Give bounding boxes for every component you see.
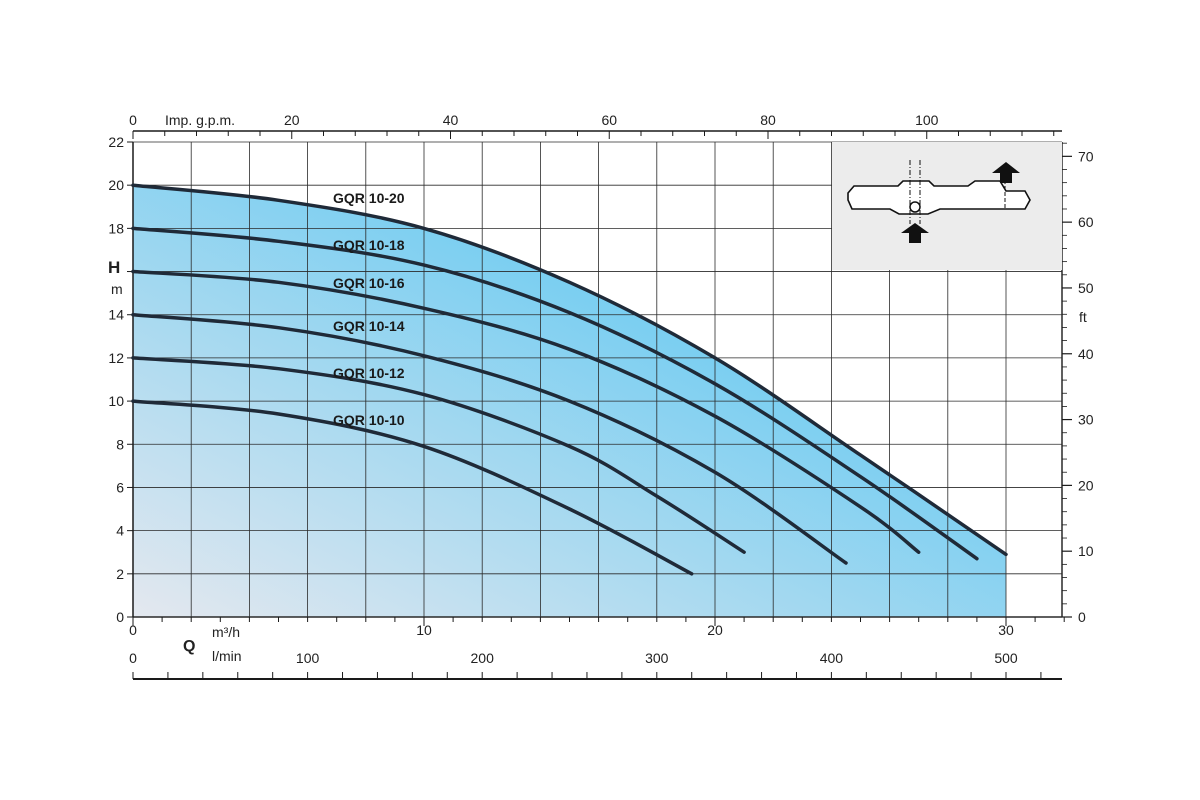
y-tick-label: 6	[116, 479, 124, 495]
lmin-tick-label: 400	[820, 650, 844, 666]
outlet-arrow-icon	[992, 162, 1020, 183]
m3h-tick-label: 10	[416, 622, 432, 638]
y-tick-label: 2	[116, 566, 124, 582]
curves	[131, 183, 1008, 576]
m3h-tick-label: 0	[129, 622, 137, 638]
curve-label: GQR 10-12	[333, 365, 405, 381]
y-tick-label: 8	[116, 436, 124, 452]
ft-tick-label: 10	[1078, 543, 1094, 559]
impeller-outline-icon	[847, 180, 1031, 215]
curve-labels: GQR 10-20 GQR 10-18 GQR 10-16 GQR 10-14 GQR …	[333, 190, 405, 428]
lmin-tick-label: 200	[471, 650, 495, 666]
inlet-arrow-icon	[901, 223, 929, 243]
bottom-axes: Q m³/h l/min	[133, 624, 1062, 680]
pump-impeller-inset	[832, 142, 1062, 270]
left-axis-title: H m	[108, 258, 123, 297]
y-tick-label: 14	[108, 307, 124, 323]
q-axis-symbol: Q	[183, 638, 195, 655]
y-tick-label: 10	[108, 393, 124, 409]
gpm-tick-label: 20	[284, 112, 300, 128]
curve-label: GQR 10-18	[333, 237, 405, 253]
y-tick-label: 18	[108, 220, 124, 236]
y-tick-label: 22	[108, 134, 124, 150]
top-axis-unit-label: Imp. g.p.m.	[165, 112, 235, 128]
lmin-tick-label: 300	[645, 650, 669, 666]
head-axis-symbol: H	[108, 258, 120, 277]
gpm-tick-label: 0	[129, 112, 137, 128]
ft-tick-label: 40	[1078, 346, 1094, 362]
head-axis-unit: m	[111, 281, 123, 297]
curve-gqr-10-14	[131, 312, 848, 565]
right-axis-unit: ft	[1079, 309, 1087, 325]
m3h-unit-label: m³/h	[212, 624, 240, 640]
gpm-tick-label: 60	[601, 112, 617, 128]
ft-tick-label: 50	[1078, 280, 1094, 296]
curve-label: GQR 10-10	[333, 412, 405, 428]
ft-tick-label: 60	[1078, 214, 1094, 230]
y-tick-label: 4	[116, 523, 124, 539]
ft-tick-label: 70	[1078, 148, 1094, 164]
m3h-tick-label: 20	[707, 622, 723, 638]
curve-gqr-10-12	[131, 356, 746, 554]
ft-tick-label: 30	[1078, 412, 1094, 428]
curve-label: GQR 10-14	[333, 318, 405, 334]
curve-gqr-10-20	[131, 183, 1008, 557]
gpm-tick-label: 80	[760, 112, 776, 128]
ft-tick-label: 0	[1078, 609, 1086, 625]
gpm-tick-label: 40	[443, 112, 459, 128]
gpm-tick-label: 100	[915, 112, 939, 128]
lmin-tick-label: 500	[994, 650, 1018, 666]
curve-label: GQR 10-20	[333, 190, 405, 206]
lmin-unit-label: l/min	[212, 648, 242, 664]
lmin-tick-label: 100	[296, 650, 320, 666]
curve-gqr-10-18	[131, 226, 979, 561]
lmin-tick-label: 0	[129, 650, 137, 666]
y-tick-label: 12	[108, 350, 124, 366]
top-axis-imp-gpm: Imp. g.p.m.	[133, 112, 1062, 132]
curve-gqr-10-16	[131, 269, 921, 554]
curve-label: GQR 10-16	[333, 275, 405, 291]
curve-gqr-10-10	[131, 399, 694, 576]
y-tick-label: 20	[108, 177, 124, 193]
ft-tick-label: 20	[1078, 477, 1094, 493]
y-tick-label: 0	[116, 609, 124, 625]
m3h-tick-label: 30	[998, 622, 1014, 638]
